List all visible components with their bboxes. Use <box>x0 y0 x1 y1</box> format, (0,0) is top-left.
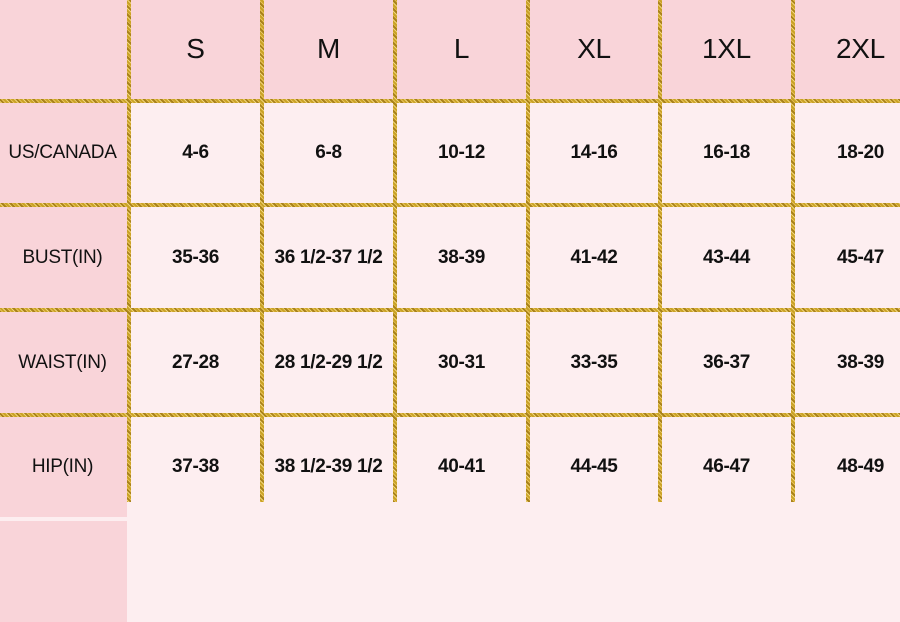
table-cell: 16-18 <box>662 103 791 203</box>
table-cell: 28 1/2-29 1/2 <box>264 312 393 413</box>
table-cell: 38-39 <box>397 207 526 308</box>
row-label: US/CANADA <box>0 103 127 203</box>
size-header-l: L <box>397 0 526 99</box>
table-cell: 36 1/2-37 1/2 <box>264 207 393 308</box>
size-header-xl: XL <box>530 0 658 99</box>
row-label: WAIST(IN) <box>0 312 127 413</box>
empty-cell <box>530 521 658 622</box>
size-header-s: S <box>131 0 260 99</box>
empty-cell <box>0 521 127 622</box>
table-cell: 45-47 <box>795 207 900 308</box>
table-cell: 6-8 <box>264 103 393 203</box>
empty-cell <box>397 521 526 622</box>
table-cell: 30-31 <box>397 312 526 413</box>
table-cell: 37-38 <box>131 417 260 517</box>
table-cell: 10-12 <box>397 103 526 203</box>
table-cell: 44-45 <box>530 417 658 517</box>
size-header-1xl: 1XL <box>662 0 791 99</box>
row-label: BUST(IN) <box>0 207 127 308</box>
size-header-2xl: 2XL <box>795 0 900 99</box>
table-cell: 38 1/2-39 1/2 <box>264 417 393 517</box>
table-cell: 4-6 <box>131 103 260 203</box>
corner-cell <box>0 0 127 99</box>
table-cell: 36-37 <box>662 312 791 413</box>
table-cell: 35-36 <box>131 207 260 308</box>
table-cell: 46-47 <box>662 417 791 517</box>
table-cell: 27-28 <box>131 312 260 413</box>
table-cell: 41-42 <box>530 207 658 308</box>
table-cell: 48-49 <box>795 417 900 517</box>
table-cell: 40-41 <box>397 417 526 517</box>
empty-cell <box>795 521 900 622</box>
empty-cell <box>662 521 791 622</box>
row-label: HIP(IN) <box>0 417 127 517</box>
table-cell: 43-44 <box>662 207 791 308</box>
table-cell: 14-16 <box>530 103 658 203</box>
table-cell: 18-20 <box>795 103 900 203</box>
size-header-m: M <box>264 0 393 99</box>
empty-cell <box>131 521 260 622</box>
empty-cell <box>264 521 393 622</box>
table-cell: 38-39 <box>795 312 900 413</box>
table-cell: 33-35 <box>530 312 658 413</box>
